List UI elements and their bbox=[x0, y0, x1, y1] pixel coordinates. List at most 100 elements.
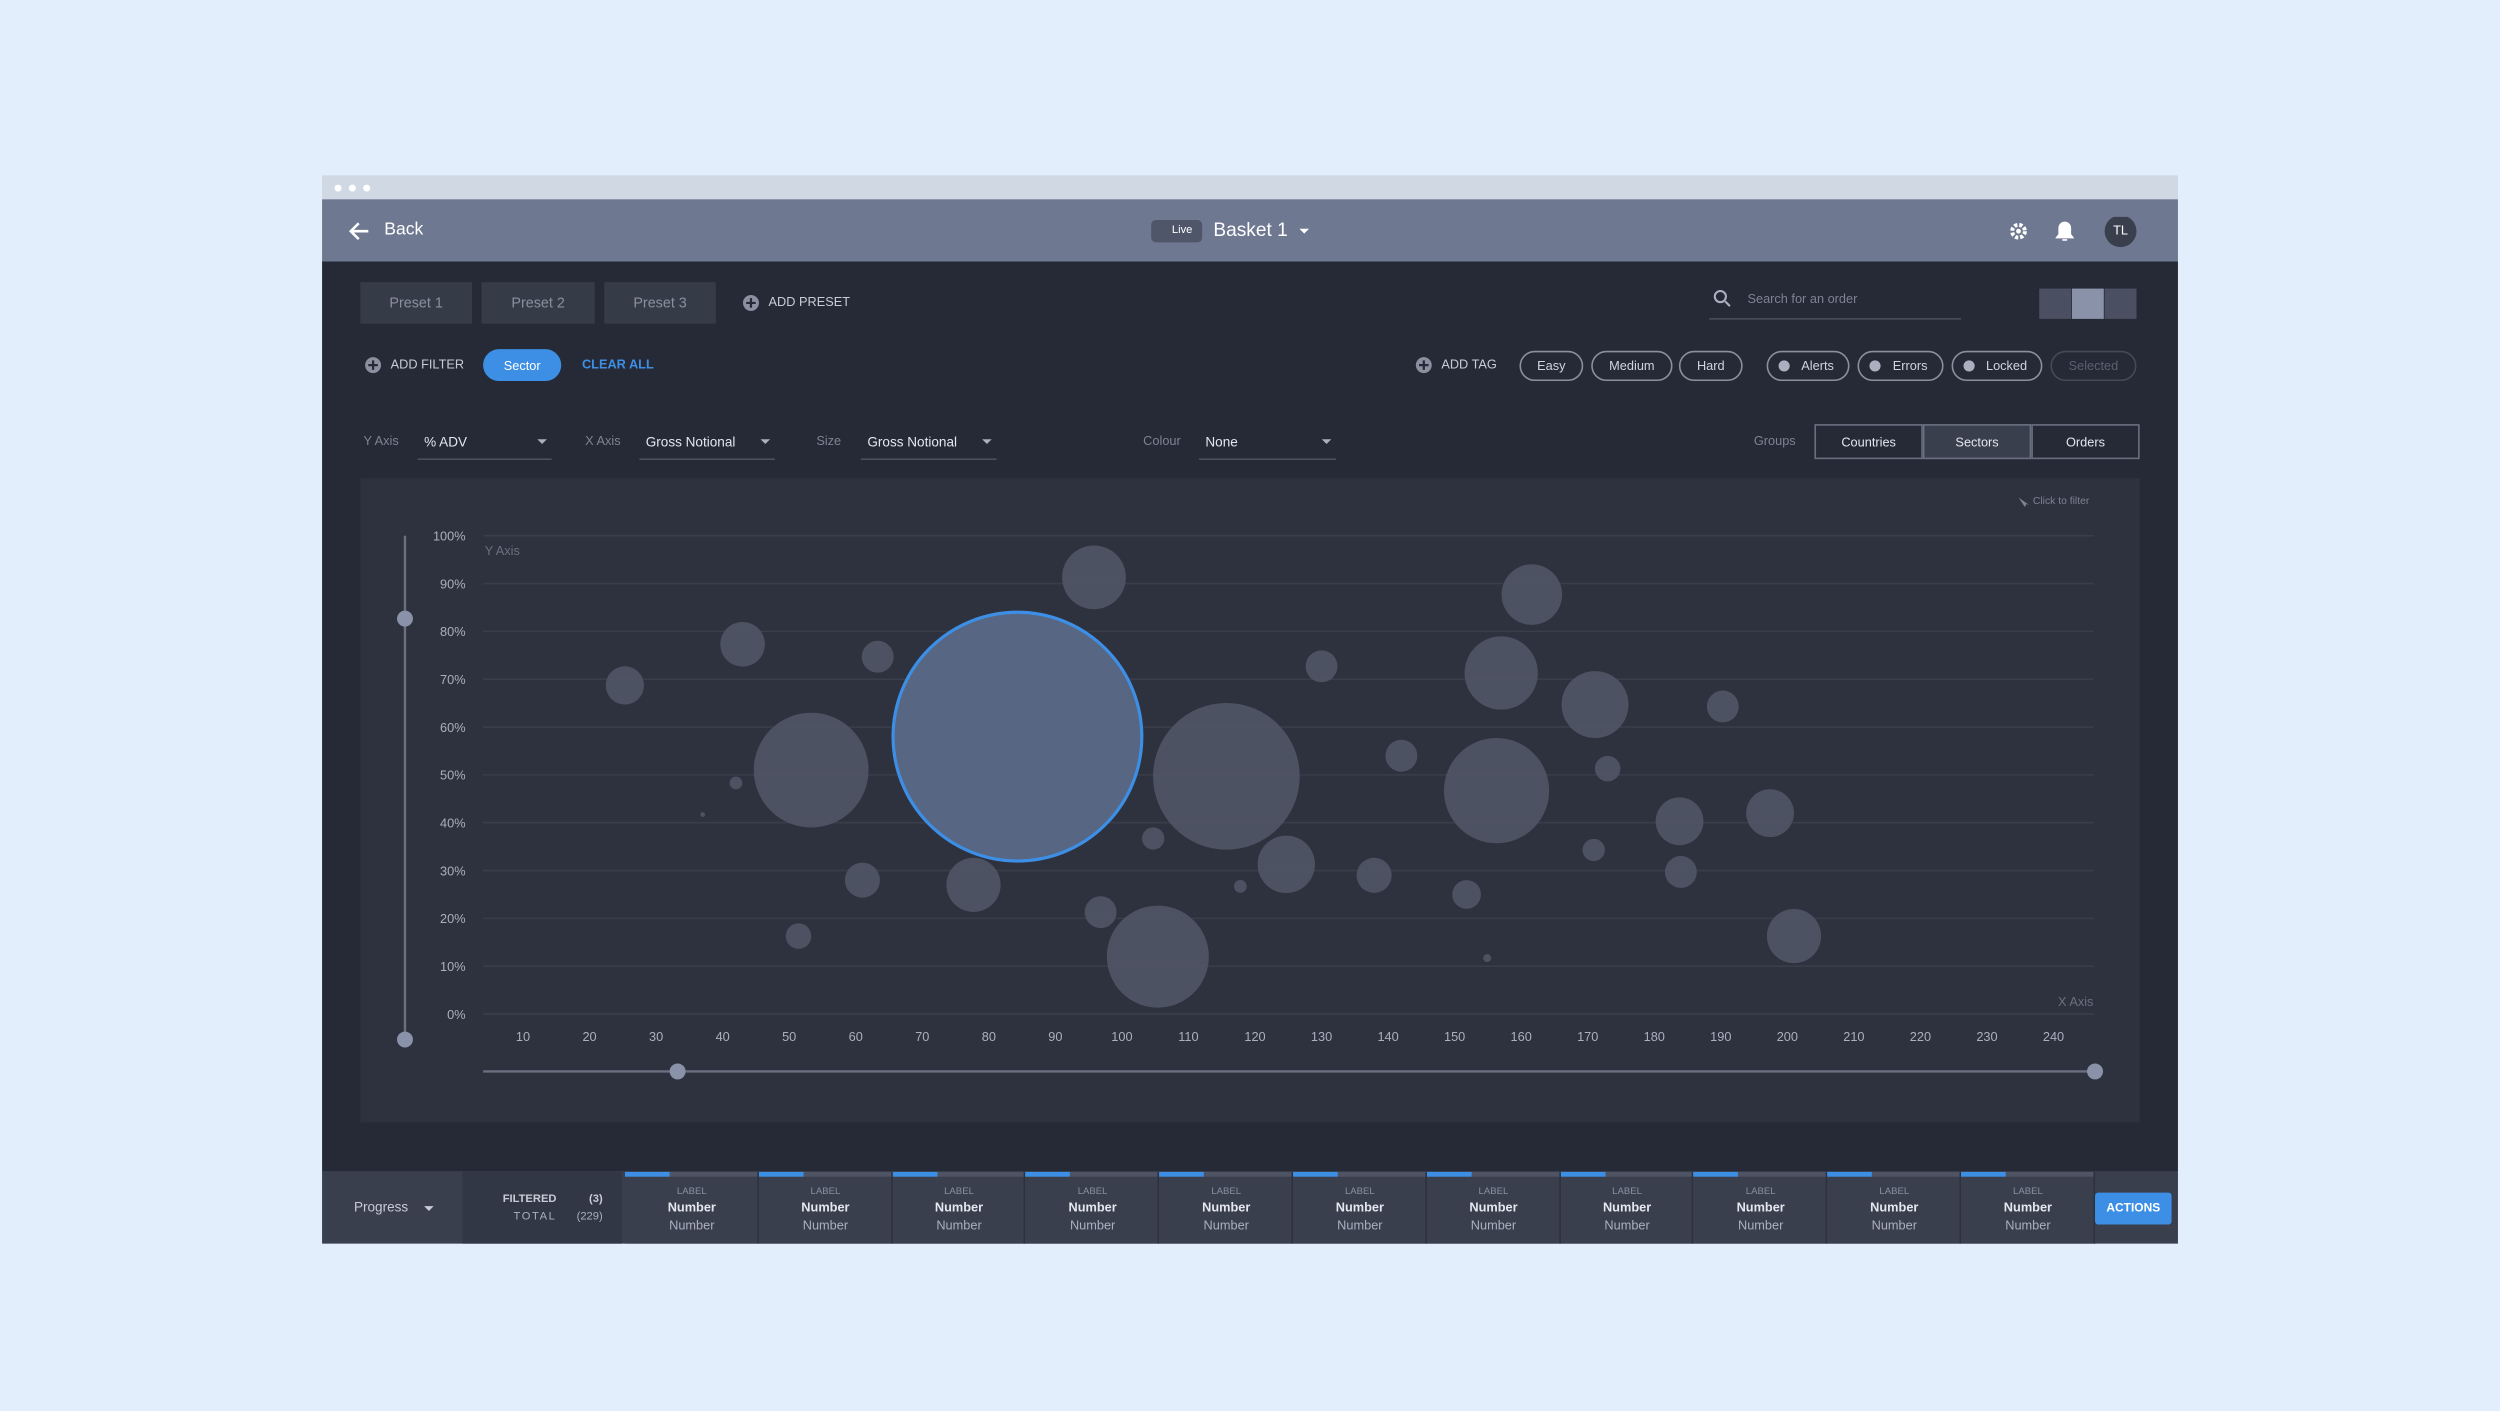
cell-bar bbox=[1293, 1171, 1426, 1177]
caret bbox=[537, 439, 547, 445]
control-value[interactable]: None bbox=[1205, 433, 1238, 450]
back-icon[interactable] bbox=[346, 218, 372, 244]
cell-sub: Number bbox=[669, 1218, 715, 1233]
cell-progress bbox=[1827, 1171, 1873, 1177]
cell-progress bbox=[1693, 1171, 1739, 1177]
x-tick-label: 40 bbox=[716, 1029, 730, 1044]
bubble bbox=[1356, 857, 1392, 893]
x-tick-label: 170 bbox=[1577, 1029, 1598, 1044]
control-value[interactable]: Gross Notional bbox=[867, 433, 957, 450]
add-preset[interactable]: ADD PRESET bbox=[768, 294, 851, 310]
avatar: TL bbox=[2113, 223, 2129, 238]
control-value[interactable]: Gross Notional bbox=[645, 433, 736, 450]
cell-progress bbox=[1426, 1171, 1472, 1177]
x-slider-handle bbox=[669, 1063, 686, 1080]
cell-label: LABEL bbox=[1344, 1187, 1375, 1198]
bubble bbox=[1153, 702, 1300, 850]
cell-bg bbox=[625, 1171, 759, 1244]
live: Live bbox=[1171, 224, 1193, 236]
cell-progress bbox=[758, 1171, 804, 1177]
y-axis-title: Y Axis bbox=[485, 543, 520, 558]
cell-sub: Number bbox=[1337, 1218, 1383, 1233]
x-slider-handle bbox=[2087, 1063, 2104, 1080]
bubble bbox=[720, 621, 765, 667]
cell-bar bbox=[1560, 1171, 1693, 1177]
add-filter[interactable]: ADD FILTER bbox=[390, 357, 465, 372]
bubble bbox=[1746, 789, 1794, 838]
tag[interactable]: Selected bbox=[2050, 350, 2137, 382]
cell-bar bbox=[1159, 1171, 1292, 1177]
cell-sub: Number bbox=[1069, 1218, 1116, 1233]
x-tick-label: 200 bbox=[1777, 1029, 1798, 1044]
bubble bbox=[1142, 827, 1165, 850]
cell-value: Number bbox=[1870, 1200, 1919, 1215]
y-tick-label: 60% bbox=[440, 720, 466, 735]
group-segment[interactable]: Sectors bbox=[1922, 424, 2032, 460]
y-tick-label: 50% bbox=[440, 768, 466, 783]
x-tick-label: 120 bbox=[1244, 1029, 1265, 1044]
search-icon bbox=[1713, 289, 1727, 304]
cell-bar bbox=[1693, 1171, 1826, 1177]
y-tick-label: 0% bbox=[447, 1007, 465, 1022]
bubble bbox=[891, 610, 1144, 863]
group-segment[interactable]: Countries bbox=[1814, 424, 1923, 460]
cell-value: Number bbox=[1736, 1200, 1785, 1215]
bubble bbox=[1452, 880, 1481, 909]
bubble bbox=[1594, 755, 1621, 782]
control-label: X Axis bbox=[585, 433, 621, 449]
bubble bbox=[1501, 564, 1563, 625]
cell-bar bbox=[758, 1171, 891, 1177]
preset-tab[interactable]: Preset 1 bbox=[360, 282, 472, 324]
preset-tab[interactable]: Preset 3 bbox=[604, 282, 716, 324]
filtered-count: (3) bbox=[589, 1194, 603, 1206]
cell-label: LABEL bbox=[1879, 1187, 1910, 1198]
caret bbox=[424, 1206, 434, 1211]
cell-label: LABEL bbox=[1745, 1187, 1776, 1198]
cell-sub: Number bbox=[802, 1218, 849, 1233]
tag[interactable]: Easy bbox=[1519, 350, 1584, 382]
cell-progress bbox=[625, 1171, 670, 1177]
x-tick-label: 150 bbox=[1444, 1029, 1465, 1044]
cell-value: Number bbox=[1602, 1200, 1652, 1215]
preset-tab[interactable]: Preset 2 bbox=[481, 282, 595, 324]
view-toggle bbox=[2039, 288, 2072, 319]
x-axis-title: X Axis bbox=[2058, 994, 2093, 1009]
cell-bg bbox=[1293, 1171, 1427, 1244]
cell-value: Number bbox=[1068, 1200, 1117, 1215]
x-tick-label: 180 bbox=[1644, 1029, 1665, 1044]
tag[interactable]: Medium bbox=[1591, 350, 1673, 382]
cell-progress bbox=[1961, 1171, 2006, 1177]
search-input[interactable]: Search for an order bbox=[1747, 291, 1858, 307]
cell-label: LABEL bbox=[1478, 1187, 1509, 1198]
basket[interactable]: Basket 1 bbox=[1213, 218, 1288, 241]
x-tick-label: 10 bbox=[516, 1029, 530, 1044]
bubble bbox=[700, 812, 706, 817]
bubble bbox=[729, 776, 743, 790]
actions[interactable]: ACTIONS bbox=[2095, 1192, 2172, 1225]
back[interactable]: Back bbox=[384, 220, 424, 240]
add-tag[interactable]: ADD TAG bbox=[1441, 357, 1497, 372]
cell-label: LABEL bbox=[1612, 1187, 1642, 1198]
control-value[interactable]: % ADV bbox=[424, 433, 468, 450]
filter-chip[interactable]: Sector bbox=[483, 349, 562, 382]
bubble bbox=[861, 640, 894, 673]
cell-progress bbox=[892, 1171, 937, 1177]
tag[interactable]: Errors bbox=[1857, 350, 1944, 382]
x-tick-label: 70 bbox=[915, 1029, 929, 1044]
y-slider-handle bbox=[397, 1031, 413, 1048]
tag[interactable]: Hard bbox=[1678, 350, 1743, 382]
group-segment[interactable]: Orders bbox=[2031, 424, 2140, 460]
x-tick-label: 210 bbox=[1843, 1029, 1864, 1044]
y-tick-label: 30% bbox=[440, 863, 466, 878]
progress[interactable]: Progress bbox=[353, 1198, 409, 1215]
tag[interactable]: Alerts bbox=[1766, 350, 1850, 382]
x-tick-label: 160 bbox=[1511, 1029, 1532, 1044]
cell-label: LABEL bbox=[676, 1187, 707, 1198]
clear-all[interactable]: CLEAR ALL bbox=[581, 357, 654, 372]
tag[interactable]: Locked bbox=[1951, 350, 2043, 382]
cell-value: Number bbox=[801, 1200, 850, 1215]
cell-bar bbox=[625, 1171, 758, 1177]
cell-sub: Number bbox=[1203, 1218, 1249, 1233]
cell-bar bbox=[1827, 1171, 1960, 1177]
